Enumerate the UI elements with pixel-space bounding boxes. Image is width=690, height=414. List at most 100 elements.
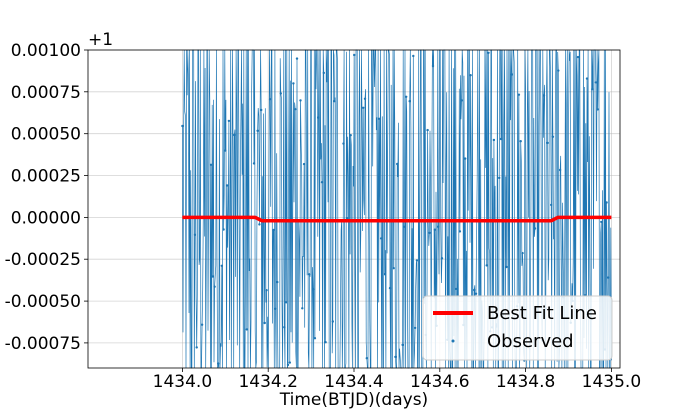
x-tick-label: 1434.4 xyxy=(324,372,383,392)
observed-point xyxy=(181,124,184,128)
y-tick-label: 0.00000 xyxy=(11,208,81,228)
observed-point xyxy=(533,227,537,230)
observed-point xyxy=(256,129,259,132)
observed-point xyxy=(517,93,521,96)
observed-point xyxy=(211,275,214,278)
observed-point xyxy=(551,135,555,138)
observed-point xyxy=(227,119,231,123)
observed-point xyxy=(331,320,334,323)
observed-point xyxy=(557,69,560,72)
y-tick-label: -0.00075 xyxy=(5,334,81,354)
observed-point xyxy=(220,264,223,267)
x-tick-label: 1435.0 xyxy=(582,372,641,392)
legend-label-best-fit: Best Fit Line xyxy=(487,303,597,324)
observed-point xyxy=(213,285,216,288)
observed-point xyxy=(311,288,315,291)
observed-point xyxy=(260,108,263,112)
observed-point xyxy=(542,94,546,97)
observed-point xyxy=(288,361,291,364)
observed-point xyxy=(279,92,282,95)
observed-point xyxy=(294,108,297,111)
legend: Best Fit Line Observed xyxy=(422,295,613,361)
observed-point xyxy=(252,162,256,165)
observed-point xyxy=(394,355,397,359)
observed-point xyxy=(474,292,478,295)
observed-point xyxy=(433,228,436,231)
observed-point xyxy=(324,341,327,344)
observed-point xyxy=(594,81,598,84)
observed-point xyxy=(365,357,368,360)
observed-point xyxy=(401,343,404,347)
observed-point xyxy=(392,267,395,270)
observed-point xyxy=(383,273,386,276)
observed-point xyxy=(225,184,229,187)
observed-point xyxy=(322,71,325,75)
observed-point xyxy=(415,259,419,262)
observed-point xyxy=(308,273,311,276)
observed-point xyxy=(193,233,197,236)
observed-point xyxy=(519,140,522,143)
observed-point xyxy=(550,203,553,207)
observed-point xyxy=(295,57,299,60)
y-tick-label: -0.00050 xyxy=(5,292,81,312)
observed-point xyxy=(591,88,594,91)
x-tick-label: 1434.2 xyxy=(238,372,297,392)
observed-point xyxy=(546,141,549,145)
observed-point xyxy=(585,77,589,80)
observed-point xyxy=(268,98,272,101)
observed-point xyxy=(263,321,266,325)
observed-point xyxy=(313,337,317,340)
observed-point xyxy=(292,82,295,85)
observed-point xyxy=(428,231,431,235)
observed-point xyxy=(437,225,440,228)
best-fit-line xyxy=(182,215,612,223)
observed-point xyxy=(576,55,580,59)
observed-point xyxy=(299,99,302,102)
observed-point xyxy=(487,51,490,54)
observed-point xyxy=(272,228,275,232)
observed-point xyxy=(195,346,198,349)
observed-point xyxy=(596,108,599,111)
observed-point xyxy=(301,307,304,310)
axis-ticks: 1434.0 1434.2 1434.4 1434.6 1434.8 1435.0 0.00… xyxy=(5,41,642,392)
y-tick-label: 0.00100 xyxy=(11,41,81,61)
observed-point xyxy=(233,133,236,137)
y-tick-label: -0.00025 xyxy=(5,250,81,270)
observed-point xyxy=(379,237,383,240)
observed-point xyxy=(245,328,248,331)
observed-point xyxy=(283,326,286,329)
observed-point xyxy=(403,225,406,228)
observed-point xyxy=(345,217,349,220)
observed-point xyxy=(412,54,415,58)
observed-point xyxy=(222,228,225,231)
observed-point xyxy=(413,326,417,330)
observed-point xyxy=(464,157,467,160)
observed-point xyxy=(200,323,204,326)
observed-point xyxy=(498,176,501,180)
observed-point xyxy=(426,128,429,132)
observed-point xyxy=(396,162,399,166)
legend-label-observed: Observed xyxy=(487,331,574,352)
observed-point xyxy=(469,74,472,77)
observed-point xyxy=(349,134,352,137)
y-offset-label: +1 xyxy=(88,30,113,50)
observed-point xyxy=(440,257,444,260)
y-tick-label: 0.00075 xyxy=(11,83,81,103)
observed-point xyxy=(378,117,381,121)
x-tick-label: 1434.8 xyxy=(496,372,555,392)
observed-point xyxy=(600,220,603,224)
observed-point xyxy=(405,95,408,99)
observed-point xyxy=(431,64,435,68)
observed-point xyxy=(274,307,277,310)
x-tick-label: 1434.6 xyxy=(410,372,469,392)
series-best-fit-line xyxy=(182,215,612,223)
x-tick-label: 1434.0 xyxy=(153,372,212,392)
observed-point xyxy=(521,251,524,255)
observed-point xyxy=(353,53,356,57)
observed-point xyxy=(485,264,488,267)
observed-point xyxy=(209,163,213,166)
observed-point xyxy=(302,162,306,166)
observed-point xyxy=(510,73,513,76)
observed-point xyxy=(607,276,610,279)
